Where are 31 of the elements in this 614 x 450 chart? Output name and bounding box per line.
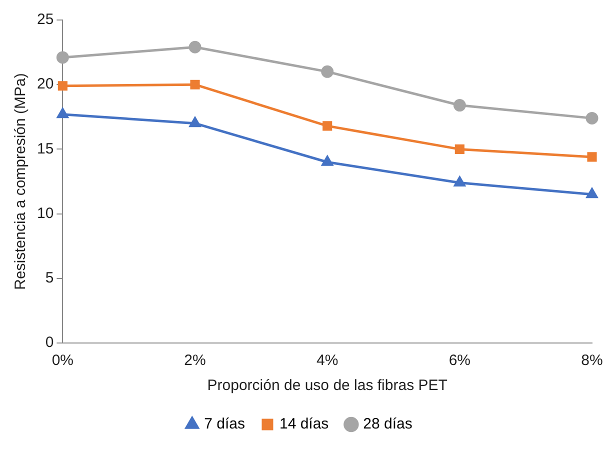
point xyxy=(322,121,332,131)
point xyxy=(188,40,202,54)
y-tick-label: 25 xyxy=(36,11,54,28)
legend-label: 14 días xyxy=(279,416,329,433)
point xyxy=(454,144,464,154)
legend-label: 28 días xyxy=(363,416,412,433)
y-tick-label: 5 xyxy=(45,270,54,287)
x-tick-label: 4% xyxy=(316,352,338,370)
y-tick-label: 15 xyxy=(36,140,54,158)
point xyxy=(190,80,200,90)
point xyxy=(321,65,334,78)
x-tick-label: 0% xyxy=(52,352,74,370)
point xyxy=(587,152,597,162)
point xyxy=(56,51,69,64)
point xyxy=(58,81,68,91)
x-tick-label: 8% xyxy=(581,352,603,370)
y-tick-label: 20 xyxy=(36,76,54,93)
x-tick-label: 2% xyxy=(184,352,206,370)
y-axis-title: Resistencia a compresión (MPa) xyxy=(12,73,30,290)
point xyxy=(189,117,201,128)
legend-label: 7 días xyxy=(204,416,245,433)
y-tick-label: 10 xyxy=(36,204,54,222)
point xyxy=(586,112,598,124)
x-axis-title: Proporción de uso de las fibras PET xyxy=(207,377,448,394)
point xyxy=(586,188,598,198)
point xyxy=(57,108,68,118)
y-tick-label: 0 xyxy=(45,334,54,352)
point xyxy=(453,99,466,112)
point xyxy=(322,156,333,166)
x-tick-label: 6% xyxy=(448,352,471,370)
point xyxy=(454,176,466,187)
